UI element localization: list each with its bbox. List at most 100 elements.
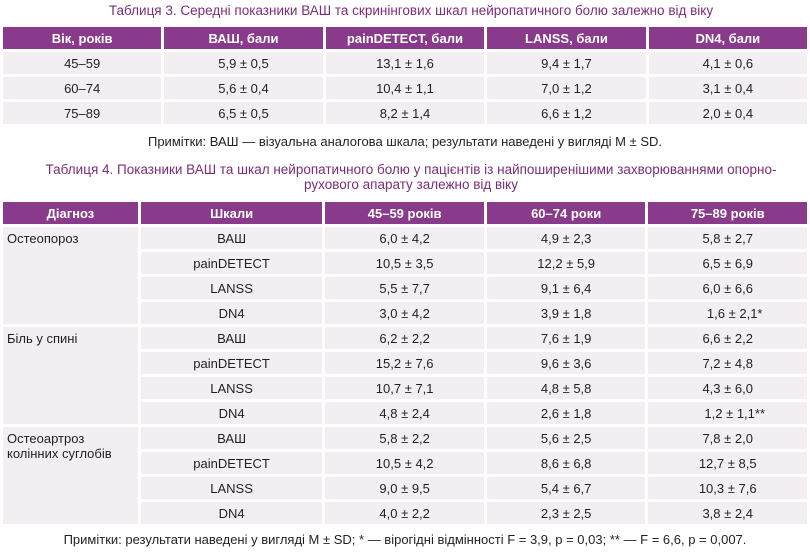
table3-header-row: Вік, років ВАШ, бали painDETECT, бали LA… — [3, 27, 807, 49]
table-cell: 7,2 ± 4,8 — [648, 352, 807, 374]
table-cell: 1,6 ± 2,1* — [648, 302, 807, 324]
table-cell: 4,3 ± 6,0 — [648, 377, 807, 399]
table-cell: 2,6 ± 1,8 — [486, 402, 646, 424]
table4-caption-line1: Таблиця 4. Показники ВАШ та шкал нейропа… — [45, 162, 777, 177]
table-cell: 10,4 ± 1,1 — [325, 77, 485, 99]
table3-note: Примітки: ВАШ — візуальна аналогова шкал… — [147, 134, 662, 149]
table-cell: 5,8 ± 2,2 — [325, 427, 484, 449]
table-cell: 5,4 ± 6,7 — [486, 477, 646, 499]
table-row: Остеопороз ВАШ 6,0 ± 4,2 4,9 ± 2,3 5,8 ±… — [3, 227, 807, 324]
table-cell: 5,6 ± 2,5 — [486, 427, 646, 449]
table-cell: 2,3 ± 2,5 — [486, 502, 646, 524]
table-cell: 9,4 ± 1,7 — [487, 52, 646, 74]
scale-cell: LANSS — [140, 377, 323, 399]
table-cell: 5,5 ± 7,7 — [325, 277, 484, 299]
scale-cell: LANSS — [140, 277, 323, 299]
table-cell: 5,8 ± 2,7 — [648, 227, 807, 249]
table-cell: 60–74 — [3, 77, 162, 99]
scale-cell: DN4 — [140, 402, 323, 424]
table-cell: 7,6 ± 1,9 — [486, 327, 646, 349]
table4-note: Примітки: результати наведені у вигляді … — [63, 532, 747, 547]
diagnosis-cell: Біль у спині — [3, 327, 138, 424]
table-cell: 4,8 ± 5,8 — [486, 377, 646, 399]
table-cell: 10,5 ± 3,5 — [325, 252, 484, 274]
table-row: LANSS 5,5 ± 7,7 9,1 ± 6,4 6,0 ± 6,6 — [3, 277, 807, 299]
table-cell: 75–89 — [3, 102, 162, 124]
scale-cell: painDETECT — [140, 452, 323, 474]
table-cell: 2,0 ± 0,4 — [648, 102, 807, 124]
table-row: painDETECT 10,5 ± 3,5 12,2 ± 5,9 6,5 ± 6… — [3, 252, 807, 274]
table4-header-age-45-59: 45–59 років — [325, 202, 484, 224]
table-cell: 4,9 ± 2,3 — [486, 227, 646, 249]
table-cell: 5,9 ± 0,5 — [164, 52, 323, 74]
table-cell: 4,8 ± 2,4 — [325, 402, 484, 424]
table-cell: 15,2 ± 7,6 — [325, 352, 484, 374]
table-cell: 9,0 ± 9,5 — [325, 477, 484, 499]
table-row: DN4 3,0 ± 4,2 3,9 ± 1,8 1,6 ± 2,1* — [3, 302, 807, 324]
table3-header-paindetect: painDETECT, бали — [325, 27, 485, 49]
scale-cell: ВАШ — [140, 227, 323, 249]
table-cell: 4,1 ± 0,6 — [648, 52, 807, 74]
scale-cell: DN4 — [140, 502, 323, 524]
table3: Вік, років ВАШ, бали painDETECT, бали LA… — [0, 24, 810, 127]
table4-header-age-75-89: 75–89 років — [648, 202, 807, 224]
table-cell: 12,2 ± 5,9 — [486, 252, 646, 274]
scale-cell: DN4 — [140, 302, 323, 324]
table-row: DN4 4,8 ± 2,4 2,6 ± 1,8 1,2 ± 1,1** — [3, 402, 807, 424]
table4-header-scales: Шкали — [140, 202, 323, 224]
table-row: 75–89 6,5 ± 0,5 8,2 ± 1,4 6,6 ± 1,2 2,0 … — [3, 102, 807, 124]
table-cell: 7,8 ± 2,0 — [648, 427, 807, 449]
table-row: 45–59 5,9 ± 0,5 13,1 ± 1,6 9,4 ± 1,7 4,1… — [3, 52, 807, 74]
table-cell: 3,1 ± 0,4 — [648, 77, 807, 99]
scale-cell: ВАШ — [140, 427, 323, 449]
table-row: painDETECT 15,2 ± 7,6 9,6 ± 3,6 7,2 ± 4,… — [3, 352, 807, 374]
scale-cell: ВАШ — [140, 327, 323, 349]
table-cell: 9,1 ± 6,4 — [486, 277, 646, 299]
table-cell: 13,1 ± 1,6 — [325, 52, 485, 74]
table-cell: 5,6 ± 0,4 — [164, 77, 323, 99]
table-cell: 6,0 ± 6,6 — [648, 277, 807, 299]
diagnosis-cell: Остеопороз — [3, 227, 138, 324]
table4-header-diagnosis: Діагноз — [3, 202, 138, 224]
table-cell: 6,5 ± 0,5 — [164, 102, 323, 124]
table-cell: 6,0 ± 4,2 — [325, 227, 484, 249]
table-cell: 12,7 ± 8,5 — [648, 452, 807, 474]
table-row: Остеоартроз колінних суглобів ВАШ 5,8 ± … — [3, 427, 807, 524]
table-row: Біль у спині ВАШ 6,2 ± 2,2 7,6 ± 1,9 6,6… — [3, 327, 807, 424]
table4-caption-line2: рухового апарату залежно від віку — [304, 177, 518, 192]
table-row: painDETECT 10,5 ± 4,2 8,6 ± 6,8 12,7 ± 8… — [3, 452, 807, 474]
table3-header-lanss: LANSS, бали — [487, 27, 646, 49]
table-cell: 45–59 — [3, 52, 162, 74]
table-cell: 3,0 ± 4,2 — [325, 302, 484, 324]
table3-caption: Таблиця 3. Середні показники ВАШ та скри… — [108, 3, 714, 18]
table-cell: 7,0 ± 1,2 — [487, 77, 646, 99]
table-cell: 6,5 ± 6,9 — [648, 252, 807, 274]
scale-cell: painDETECT — [140, 252, 323, 274]
table-cell: 10,7 ± 7,1 — [325, 377, 484, 399]
table4-header-age-60-74: 60–74 роки — [486, 202, 646, 224]
table4-header-row: Діагноз Шкали 45–59 років 60–74 роки 75–… — [3, 202, 807, 224]
table-cell: 9,6 ± 3,6 — [486, 352, 646, 374]
table-cell: 10,5 ± 4,2 — [325, 452, 484, 474]
table-cell: 4,0 ± 2,2 — [325, 502, 484, 524]
table3-header-age: Вік, років — [3, 27, 162, 49]
table-cell: 8,2 ± 1,4 — [325, 102, 485, 124]
table-cell: 6,6 ± 2,2 — [648, 327, 807, 349]
table-row: LANSS 10,7 ± 7,1 4,8 ± 5,8 4,3 ± 6,0 — [3, 377, 807, 399]
table-cell: 6,2 ± 2,2 — [325, 327, 484, 349]
table3-header-dn4: DN4, бали — [648, 27, 807, 49]
table-cell: 3,8 ± 2,4 — [648, 502, 807, 524]
diagnosis-cell: Остеоартроз колінних суглобів — [3, 427, 138, 524]
scale-cell: LANSS — [140, 477, 323, 499]
table-row: LANSS 9,0 ± 9,5 5,4 ± 6,7 10,3 ± 7,6 — [3, 477, 807, 499]
table-cell: 6,6 ± 1,2 — [487, 102, 646, 124]
table-cell: 1,2 ± 1,1** — [648, 402, 807, 424]
table4: Діагноз Шкали 45–59 років 60–74 роки 75–… — [0, 199, 810, 527]
table-cell: 3,9 ± 1,8 — [486, 302, 646, 324]
table-row: 60–74 5,6 ± 0,4 10,4 ± 1,1 7,0 ± 1,2 3,1… — [3, 77, 807, 99]
table-cell: 10,3 ± 7,6 — [648, 477, 807, 499]
table-row: DN4 4,0 ± 2,2 2,3 ± 2,5 3,8 ± 2,4 — [3, 502, 807, 524]
table-cell: 8,6 ± 6,8 — [486, 452, 646, 474]
table3-header-vas: ВАШ, бали — [164, 27, 323, 49]
scale-cell: painDETECT — [140, 352, 323, 374]
